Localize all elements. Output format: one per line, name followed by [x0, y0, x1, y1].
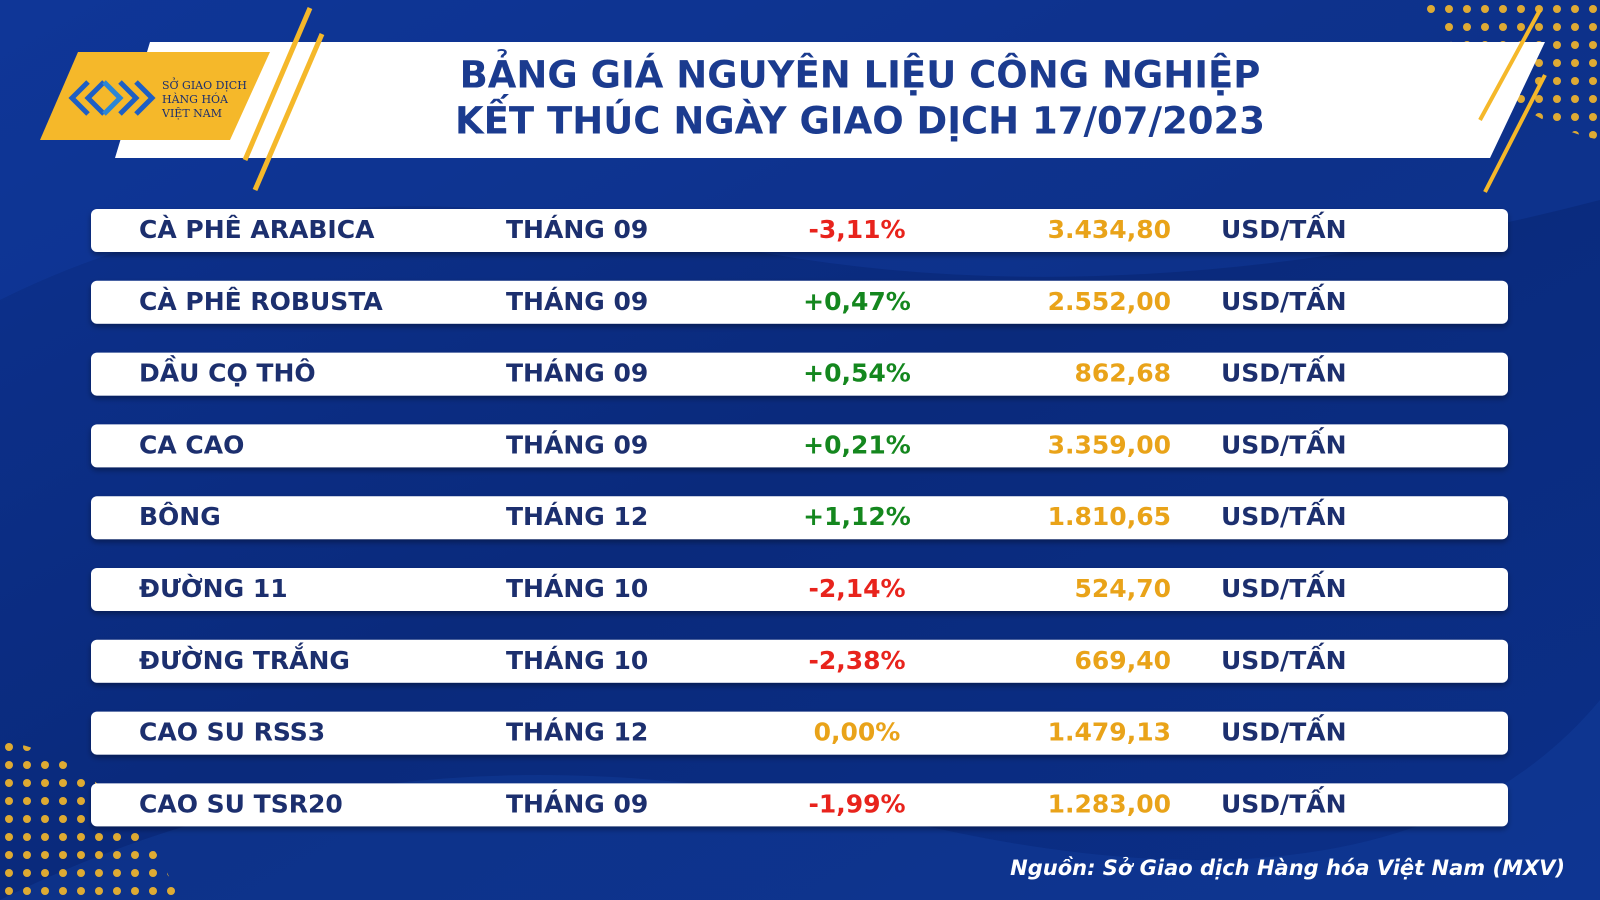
price: 524,70 [1075, 574, 1171, 603]
row-background [91, 568, 1508, 611]
price-change: +1,12% [803, 502, 911, 531]
contract-month: THÁNG 10 [506, 646, 648, 675]
unit: USD/TẤN [1221, 283, 1347, 316]
contract-month: THÁNG 09 [506, 789, 648, 818]
logo-icon [68, 80, 156, 116]
logo-banner [40, 52, 270, 140]
price-change: -2,14% [808, 574, 905, 603]
price: 1.810,65 [1048, 502, 1171, 531]
title-banner [115, 42, 1545, 158]
row-background [91, 783, 1508, 827]
logo-line: SỞ GIAO DỊCH [162, 77, 247, 92]
price: 862,68 [1075, 359, 1171, 388]
unit: USD/TẤN [1221, 570, 1347, 603]
table-row: DẦU CỌ THÔ THÁNG 09 +0,54% 862,68 USD/TẤN [91, 352, 1508, 396]
commodity-name: CÀ PHÊ ROBUSTA [139, 287, 383, 316]
contract-month: THÁNG 09 [506, 215, 648, 244]
price-change: -1,99% [808, 789, 905, 818]
accent [252, 33, 325, 191]
row-background [91, 280, 1508, 324]
price-change: -2,38% [808, 646, 905, 675]
row-background [91, 639, 1508, 683]
contract-month: THÁNG 09 [506, 287, 648, 316]
unit: USD/TẤN [1221, 211, 1347, 244]
price: 3.434,80 [1048, 215, 1171, 244]
row-background [91, 711, 1508, 755]
logo-line: VIỆT NAM [161, 106, 222, 120]
commodity-name: ĐƯỜNG TRẮNG [139, 642, 350, 675]
unit: USD/TẤN [1221, 785, 1347, 818]
commodity-name: BÔNG [139, 501, 221, 531]
accent [1483, 74, 1547, 193]
table: CÀ PHÊ ARABICA THÁNG 09 -3,11% 3.434,80 USD/… [91, 209, 1508, 827]
price-change: 0,00% [814, 718, 901, 747]
price-change: +0,54% [803, 359, 911, 388]
table-row: ĐƯỜNG TRẮNG THÁNG 10 -2,38% 669,40 USD/TẤN [91, 639, 1508, 683]
unit: USD/TẤN [1221, 498, 1347, 531]
table-row: BÔNG THÁNG 12 +1,12% 1.810,65 USD/TẤN [91, 496, 1508, 540]
contract-month: THÁNG 09 [506, 430, 648, 459]
contract-month: THÁNG 10 [506, 574, 648, 603]
contract-month: THÁNG 12 [506, 502, 648, 531]
accent [242, 7, 313, 161]
unit: USD/TẤN [1221, 642, 1347, 675]
price-change: -3,11% [808, 215, 905, 244]
logo-text: SỞ GIAO DỊCH HÀNG HÓA VIỆT NAM [161, 77, 247, 120]
row-background [91, 496, 1508, 540]
title: BẢNG GIÁ NGUYÊN LIỆU CÔNG NGHIỆP [460, 49, 1261, 97]
commodity-name: CÀ PHÊ ARABICA [139, 215, 375, 244]
commodity-name: CAO SU TSR20 [139, 789, 343, 818]
contract-month: THÁNG 12 [506, 718, 648, 747]
price-change: +0,21% [803, 430, 911, 459]
table-row: CAO SU TSR20 THÁNG 09 -1,99% 1.283,00 USD/TẤ… [91, 783, 1508, 827]
price: 3.359,00 [1048, 430, 1171, 459]
unit: USD/TẤN [1221, 426, 1347, 459]
table-row: CAO SU RSS3 THÁNG 12 0,00% 1.479,13 USD/TẤN [91, 711, 1508, 755]
price-change: +0,47% [803, 287, 911, 316]
row-background [91, 424, 1508, 468]
table-row: ĐƯỜNG 11 THÁNG 10 -2,14% 524,70 USD/TẤN [91, 568, 1508, 611]
unit: USD/TẤN [1221, 355, 1347, 388]
row-background [91, 352, 1508, 396]
title: KẾT THÚC NGÀY GIAO DỊCH 17/07/2023 [455, 94, 1265, 143]
price: 2.552,00 [1048, 287, 1171, 316]
contract-month: THÁNG 09 [506, 359, 648, 388]
price: 1.479,13 [1048, 718, 1171, 747]
table-row: CÀ PHÊ ARABICA THÁNG 09 -3,11% 3.434,80 USD/… [91, 209, 1508, 252]
dots [0, 740, 180, 900]
accent [1478, 9, 1542, 121]
commodity-name: CA CAO [139, 430, 244, 459]
row-background [91, 209, 1508, 252]
price: 1.283,00 [1048, 789, 1171, 818]
unit: USD/TẤN [1221, 714, 1347, 747]
logo-line: HÀNG HÓA [162, 92, 229, 106]
commodity-name: DẦU CỌ THÔ [139, 355, 316, 388]
price: 669,40 [1075, 646, 1171, 675]
table-row: CA CAO THÁNG 09 +0,21% 3.359,00 USD/TẤN [91, 424, 1508, 468]
commodity-name: CAO SU RSS3 [139, 718, 325, 747]
source: Nguồn: Sở Giao dịch Hàng hóa Việt Nam (M… [1010, 856, 1565, 880]
commodity-name: ĐƯỜNG 11 [139, 573, 288, 603]
table-row: CÀ PHÊ ROBUSTA THÁNG 09 +0,47% 2.552,00 USD/… [91, 280, 1508, 324]
